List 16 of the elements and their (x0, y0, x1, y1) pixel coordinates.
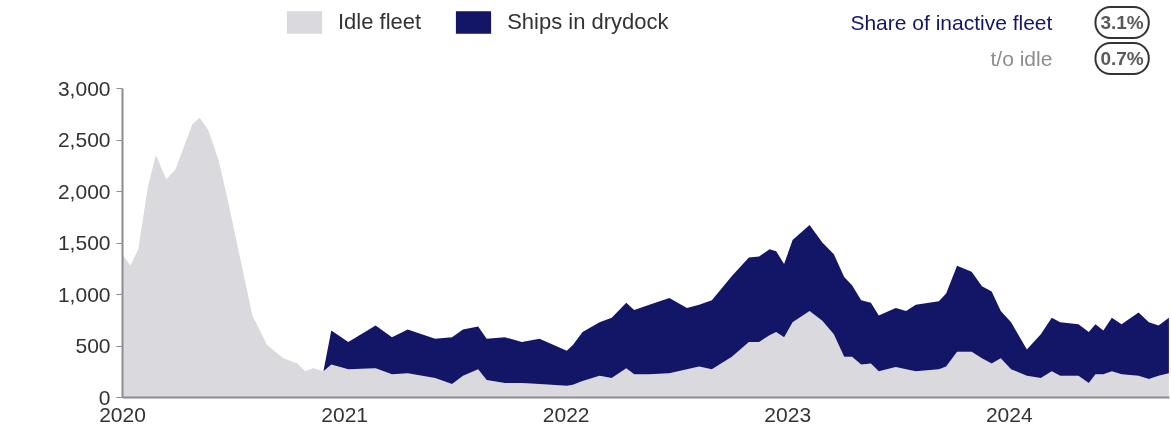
x-tick-label: 2021 (321, 402, 369, 426)
x-tick-label: 2023 (764, 402, 812, 426)
x-tick-label: 2024 (985, 402, 1033, 426)
text: 3.1% (1100, 12, 1144, 33)
y-tick-label: 1,000 (57, 282, 111, 306)
y-tick-label: 2,000 (57, 179, 111, 203)
x-tick-label: 2022 (542, 402, 590, 426)
text: Share of inactive fleet (850, 11, 1053, 34)
legend-label: Ships in drydock (507, 9, 669, 35)
text: t/o idle (990, 47, 1053, 70)
legend-label: Idle fleet (338, 9, 422, 35)
y-tick-label: 500 (75, 334, 111, 357)
y-tick-label: 1,500 (57, 231, 111, 254)
y-tick-label: 2,500 (57, 128, 111, 151)
text: 0.7% (1100, 48, 1144, 69)
y-tick-label: 3,000 (57, 76, 111, 100)
